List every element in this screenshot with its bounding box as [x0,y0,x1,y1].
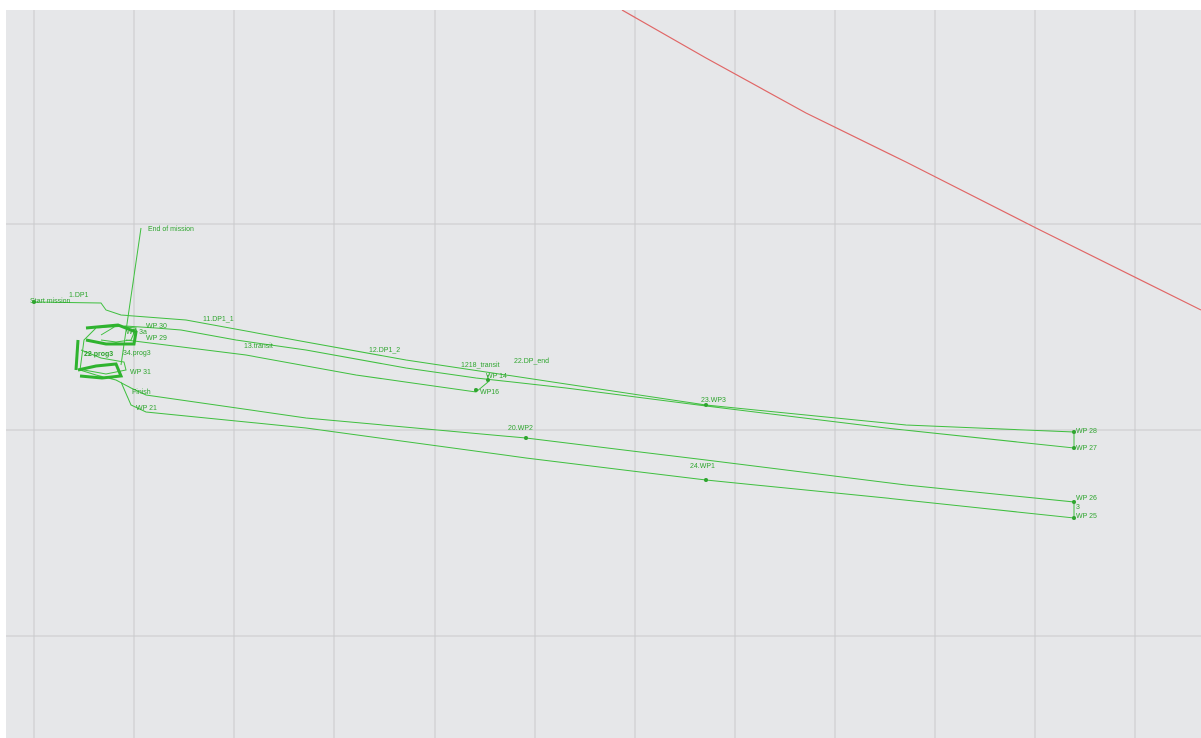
grid [6,10,1201,738]
label-wp-22: 22.DP_end [514,358,549,365]
boundary-line [621,10,1201,311]
waypoint-marker [474,388,478,392]
map-background [6,10,1201,738]
label-wp-28: WP 28 [1076,428,1097,435]
map-canvas[interactable]: End of mission Start mission 1.DP1 11.DP… [6,10,1201,738]
map-viewport[interactable]: End of mission Start mission 1.DP1 11.DP… [6,10,1201,738]
label-cluster-c: WP 31 [130,369,151,376]
waypoint-marker [1072,500,1076,504]
waypoint-marker [32,300,36,304]
label-wp-34-cluster: 34.prog3 [123,350,151,357]
waypoint-marker [704,403,708,407]
label-wp-22-cluster: 22 prog3 [84,351,113,358]
label-wp-16: WP16 [480,389,499,396]
label-end-of-mission: End of mission [148,226,194,233]
waypoint-marker [704,478,708,482]
label-start-mission: Start mission [30,298,71,305]
label-wp-20: 20.WP2 [508,425,533,432]
label-wp-11: 11.DP1_1 [203,316,234,323]
label-cluster-b: WP 30 [146,323,167,330]
waypoint-marker [1072,516,1076,520]
label-wp-14: WP 14 [486,373,507,380]
label-wp-27: WP 27 [1076,445,1097,452]
waypoint-marker [1072,446,1076,450]
waypoint-marker [524,436,528,440]
label-wp-12: 12.DP1_2 [369,347,400,354]
label-wp-26: WP 26 [1076,495,1097,502]
label-wp-18: 1218_transit [461,362,500,369]
label-wp-21: WP 21 [136,405,157,412]
label-wp-finish: Finish [132,389,151,396]
waypoint-marker [1072,430,1076,434]
label-wp-29: WP 29 [146,335,167,342]
mission-cluster [74,323,138,380]
label-wp-1: 1.DP1 [69,292,89,299]
label-wp-3-travel: 13.transit [244,343,273,350]
label-wp-25: WP 25 [1076,513,1097,520]
label-wp-24: 24.WP1 [690,463,715,470]
waypoint-labels: End of mission Start mission 1.DP1 11.DP… [30,226,1097,520]
label-wp-3: 3 [1076,504,1080,511]
label-cluster-a: WP 3a [126,329,147,336]
label-wp-23: 23.WP3 [701,397,726,404]
waypoint-marker [486,378,490,382]
waypoint-markers[interactable] [32,300,1076,520]
